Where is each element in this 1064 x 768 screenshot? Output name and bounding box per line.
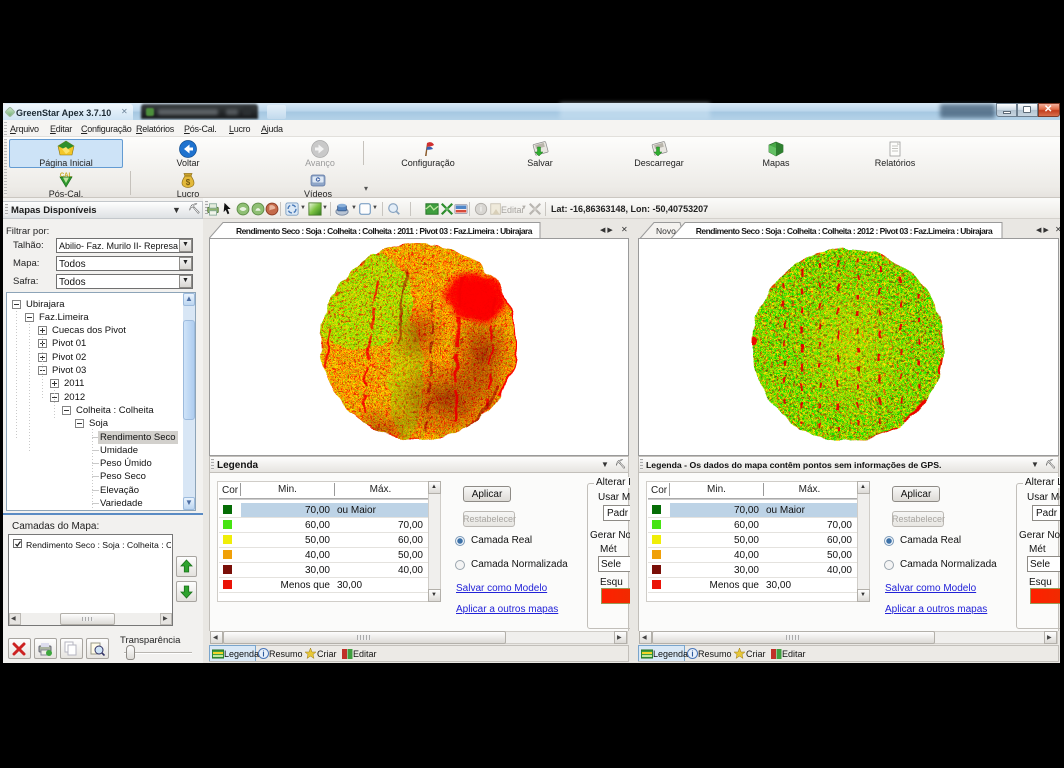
svg-text:i: i xyxy=(262,650,264,659)
svg-text:$: $ xyxy=(186,178,191,187)
svg-text:i: i xyxy=(691,650,693,659)
svg-text:CAL: CAL xyxy=(60,173,73,179)
svg-text:i: i xyxy=(480,205,482,214)
